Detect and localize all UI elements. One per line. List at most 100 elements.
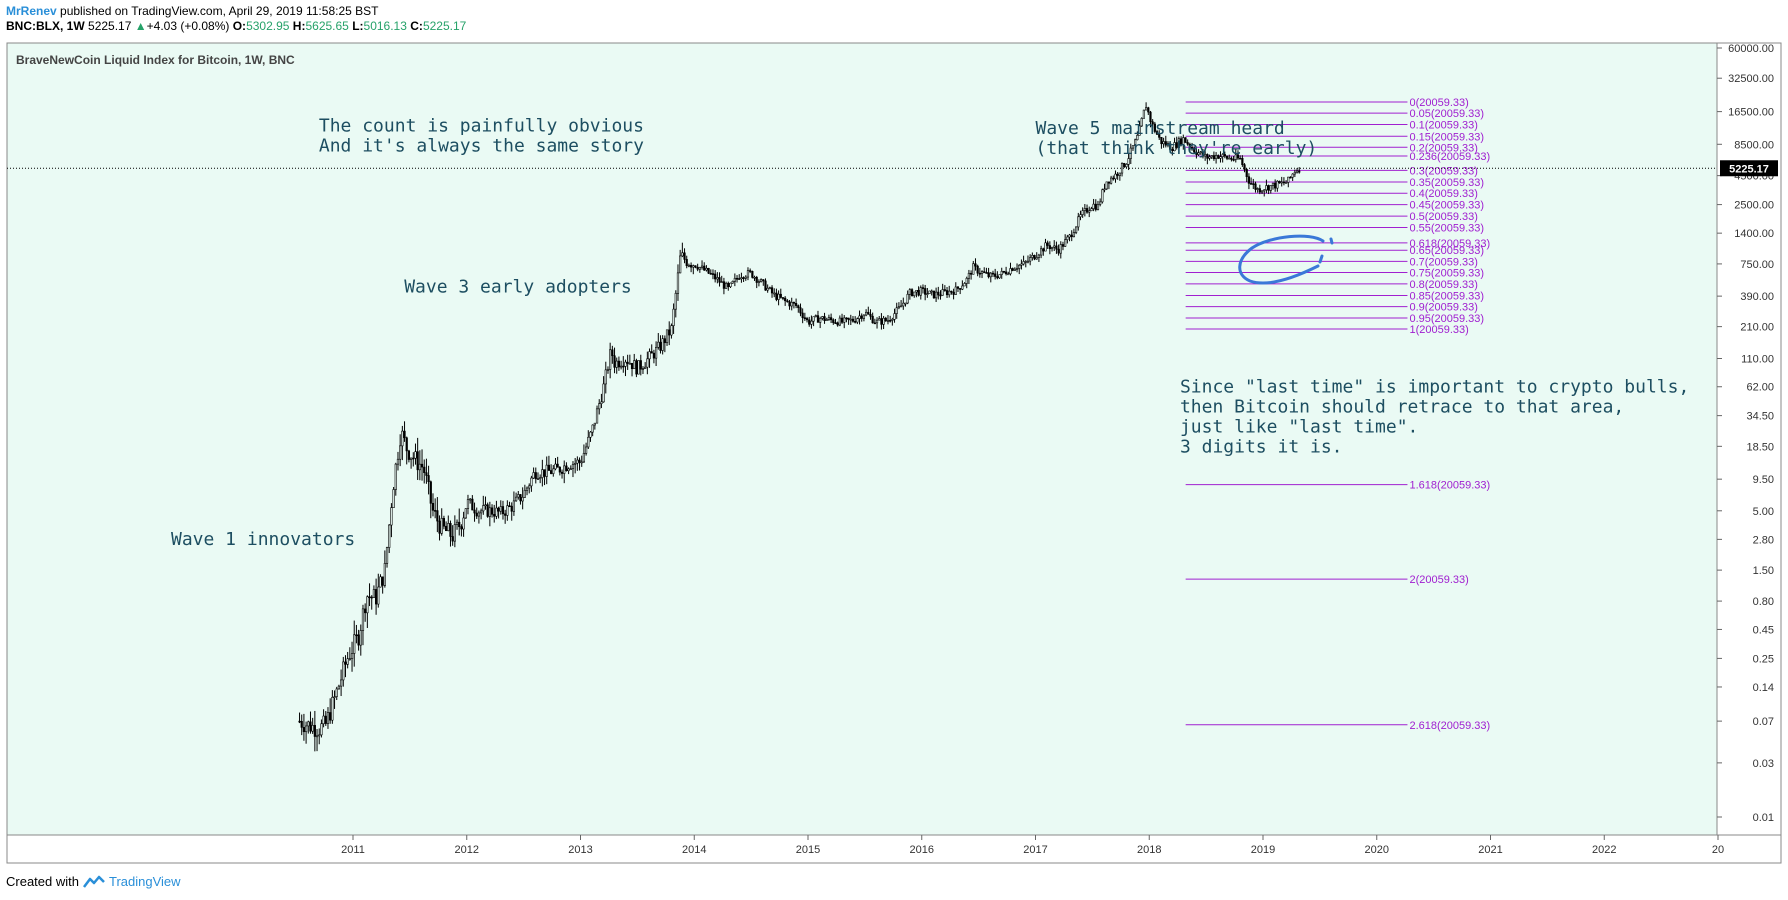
- candle-body: [1022, 261, 1025, 265]
- candle-body: [1269, 185, 1272, 191]
- candle-body: [504, 513, 507, 516]
- candle-body: [1055, 245, 1058, 250]
- candle-body: [1145, 107, 1148, 111]
- y-tick-label: 16500.00: [1728, 107, 1774, 119]
- candle-body: [1219, 156, 1222, 159]
- candle-body: [440, 518, 443, 534]
- candle-body: [1123, 162, 1126, 168]
- candle-body: [471, 498, 474, 511]
- candle-body: [501, 506, 505, 515]
- y-tick-label: 60000.00: [1728, 43, 1774, 55]
- candle-body: [593, 422, 596, 426]
- plot-area[interactable]: [6, 42, 1718, 836]
- y-tick-label: 9.50: [1753, 474, 1774, 486]
- candle-body: [836, 322, 839, 326]
- candle-body: [1239, 157, 1242, 160]
- candle-body: [350, 653, 354, 659]
- x-axis-ticks: 2011 2012 2013 2014 2015 2016 2017 2018 2019 2020…: [341, 835, 1724, 856]
- candle-body: [462, 517, 465, 530]
- candle-body: [1250, 183, 1253, 185]
- candle-body: [576, 459, 579, 464]
- annotation-text: Wave 3 early adopters: [404, 276, 632, 297]
- candle-body: [545, 464, 548, 477]
- annotation-text: 3 digits it is.: [1180, 437, 1343, 458]
- candle-body: [477, 512, 481, 517]
- candle-body: [766, 287, 769, 291]
- candle-body: [1204, 154, 1207, 157]
- candle-body: [1166, 143, 1170, 146]
- candle-body: [871, 315, 874, 324]
- candle-body: [1107, 181, 1111, 184]
- candle-body: [665, 329, 669, 344]
- fib-level-label: 2.618(20059.33): [1409, 720, 1490, 732]
- fib-level-label: 0.9(20059.33): [1409, 302, 1478, 314]
- candle-body: [399, 445, 402, 460]
- candle-body: [749, 270, 752, 272]
- candle-body: [331, 697, 334, 721]
- candle-body: [383, 563, 386, 586]
- candle-body: [405, 437, 408, 452]
- candle-body: [392, 489, 395, 508]
- candle-body: [1210, 155, 1213, 158]
- candle-body: [644, 366, 647, 369]
- candle-body: [1118, 172, 1121, 176]
- candle-body: [455, 521, 459, 525]
- created-with-text: Created with: [6, 874, 79, 889]
- candle-body: [458, 521, 461, 528]
- candle-body: [893, 313, 896, 320]
- y-tick-label: 0.14: [1753, 682, 1774, 694]
- candle-body: [1114, 173, 1117, 180]
- x-tick-label: 2017: [1023, 844, 1047, 856]
- candle-body: [626, 361, 629, 364]
- candle-body: [635, 360, 638, 375]
- y-tick-label: 0.07: [1753, 716, 1774, 728]
- candle-body: [1083, 208, 1086, 211]
- candle-body: [591, 424, 594, 433]
- candle-body: [315, 735, 319, 738]
- candle-body: [810, 320, 813, 325]
- y-tick-label: 62.00: [1746, 382, 1774, 394]
- candle-body: [302, 727, 306, 733]
- x-tick-label: 2016: [910, 844, 934, 856]
- candle-body: [1068, 234, 1071, 238]
- author-link[interactable]: MrRenev: [6, 4, 57, 18]
- candle-body: [534, 472, 537, 480]
- candle-body: [1289, 176, 1292, 179]
- fib-level-label: 1.618(20059.33): [1409, 480, 1490, 492]
- candle-body: [873, 322, 876, 325]
- candle-body: [633, 360, 636, 370]
- candle-body: [1234, 154, 1237, 160]
- candle-body: [574, 462, 577, 465]
- fib-level-label: 0.35(20059.33): [1409, 177, 1484, 189]
- candle-body: [845, 317, 848, 320]
- candle-body: [943, 289, 946, 291]
- fib-level-label: 0.05(20059.33): [1409, 108, 1484, 120]
- candle-body: [1046, 242, 1049, 246]
- candle-body: [1155, 131, 1159, 135]
- candle-body: [1018, 264, 1021, 269]
- candle-body: [648, 351, 651, 360]
- candle-body: [370, 596, 373, 599]
- candle-body: [475, 512, 478, 517]
- x-tick-label: 2014: [682, 844, 706, 856]
- candle-body: [558, 466, 561, 473]
- candle-body: [1182, 137, 1185, 145]
- time-axis[interactable]: [6, 834, 1782, 864]
- candle-body: [1241, 157, 1244, 165]
- candle-body: [311, 725, 314, 732]
- candle-body: [731, 281, 734, 284]
- candle-body: [1099, 201, 1102, 205]
- candle-body: [1208, 156, 1211, 159]
- candle-body: [910, 289, 914, 297]
- y-tick-label: 210.00: [1740, 322, 1774, 334]
- tradingview-brand-link[interactable]: TradingView: [108, 874, 181, 889]
- candle-body: [652, 352, 656, 359]
- candle-body: [864, 311, 868, 316]
- candle-body: [768, 287, 771, 289]
- candle-body: [364, 608, 367, 614]
- chart-title: BraveNewCoin Liquid Index for Bitcoin, 1…: [16, 53, 295, 67]
- candle-body: [444, 525, 448, 532]
- candle-body: [420, 463, 424, 468]
- candle-body: [856, 318, 859, 323]
